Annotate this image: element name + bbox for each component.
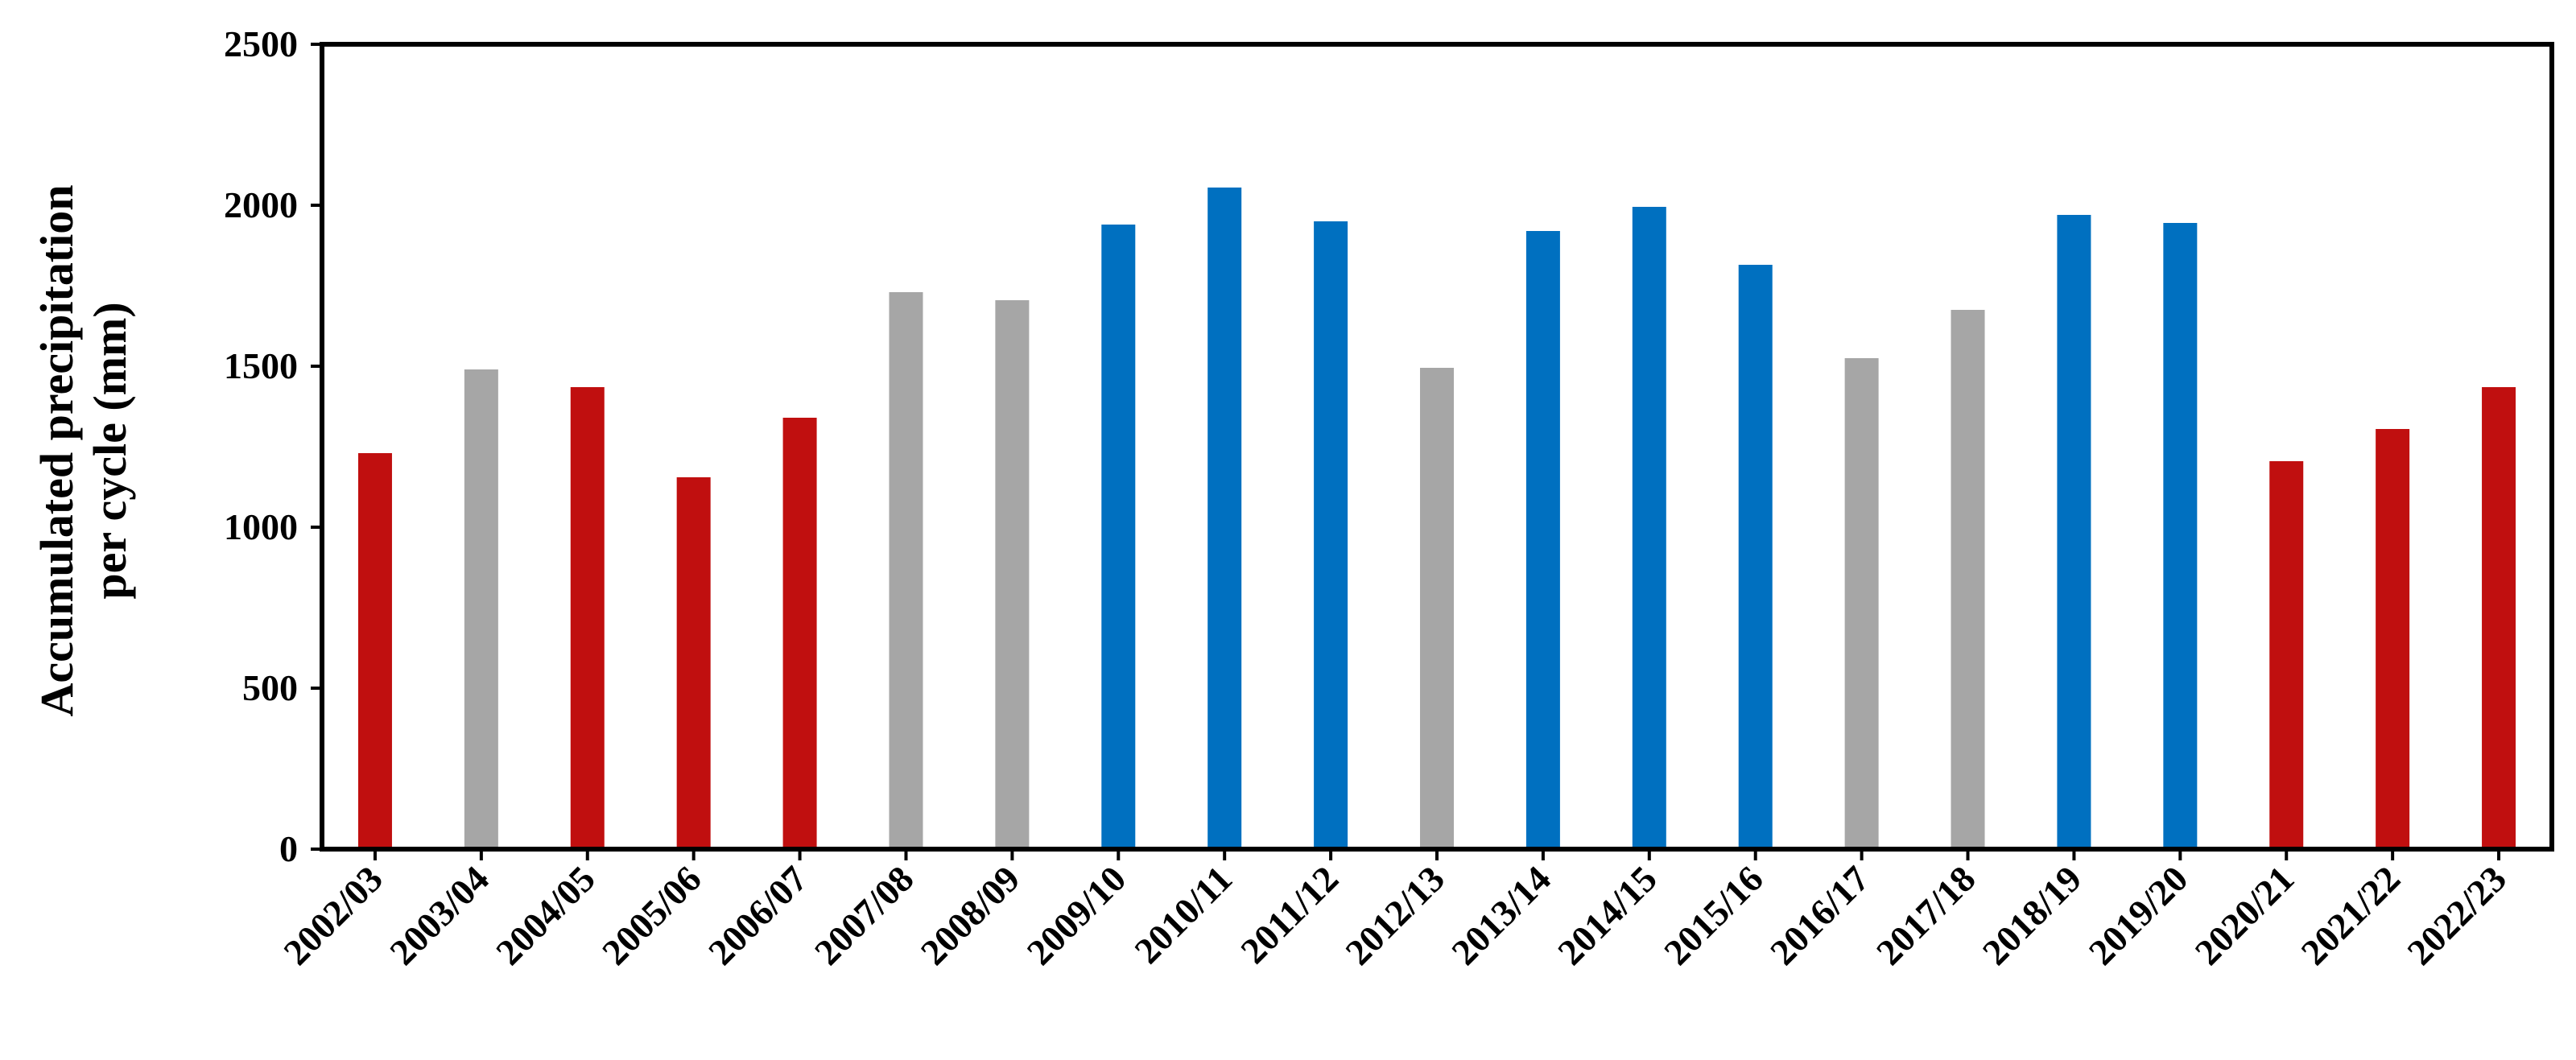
x-tick-label: 2016/17 <box>1762 858 1877 973</box>
y-tick-label: 2000 <box>224 184 298 225</box>
bar <box>1632 207 1666 849</box>
x-tick-label: 2014/15 <box>1550 858 1665 973</box>
bar <box>1101 225 1136 849</box>
x-tick-label: 2006/07 <box>700 858 815 973</box>
x-tick-label: 2004/05 <box>488 858 603 973</box>
y-tick-label: 2500 <box>224 23 298 64</box>
x-tick-label: 2011/12 <box>1232 858 1346 971</box>
x-tick-label: 2013/14 <box>1443 858 1558 973</box>
x-tick-label: 2003/04 <box>382 858 497 973</box>
bar <box>889 292 923 849</box>
y-tick-label: 1000 <box>224 506 298 547</box>
bar <box>2163 223 2198 849</box>
x-tick-label: 2020/21 <box>2187 858 2302 973</box>
x-tick-label: 2021/22 <box>2293 858 2409 973</box>
y-axis-title-line: per cycle (mm) <box>84 302 136 599</box>
bar <box>1738 265 1773 849</box>
bar <box>2269 461 2304 849</box>
x-tick-label: 2008/09 <box>913 858 1028 973</box>
bar <box>357 453 392 849</box>
x-tick-label: 2009/10 <box>1019 858 1134 973</box>
x-tick-label: 2019/20 <box>2081 858 2196 973</box>
x-tick-label: 2015/16 <box>1656 858 1771 973</box>
bar <box>1420 368 1454 849</box>
plot-frame <box>320 42 2554 852</box>
x-tick-label: 2017/18 <box>1868 858 1984 973</box>
x-tick-label: 2007/08 <box>807 858 922 973</box>
x-tick-label: 2005/06 <box>594 858 709 973</box>
bar <box>2376 429 2410 849</box>
bar <box>1951 310 1985 849</box>
bar <box>464 369 498 849</box>
x-tick-label: 2018/19 <box>1975 858 2090 973</box>
y-tick-label: 0 <box>279 828 298 869</box>
bar <box>782 418 817 849</box>
y-axis-title-line: Accumulated precipitation <box>31 184 83 716</box>
y-tick-label: 1500 <box>224 345 298 386</box>
bar <box>2482 387 2516 849</box>
y-axis-title: Accumulated precipitation per cycle (mm) <box>31 184 136 716</box>
bar <box>1314 221 1348 849</box>
x-tick-label: 2002/03 <box>275 858 390 973</box>
bar <box>995 300 1030 849</box>
x-tick-label: 2010/11 <box>1126 858 1240 971</box>
y-tick-label: 500 <box>242 667 298 708</box>
bar <box>570 387 605 849</box>
x-tick-label: 2022/23 <box>2399 858 2514 973</box>
bar <box>2057 215 2091 849</box>
bar <box>1525 231 1560 849</box>
x-tick-label: 2012/13 <box>1337 858 1452 973</box>
bar <box>1844 358 1879 849</box>
bar <box>1208 188 1242 849</box>
bar <box>676 477 711 849</box>
